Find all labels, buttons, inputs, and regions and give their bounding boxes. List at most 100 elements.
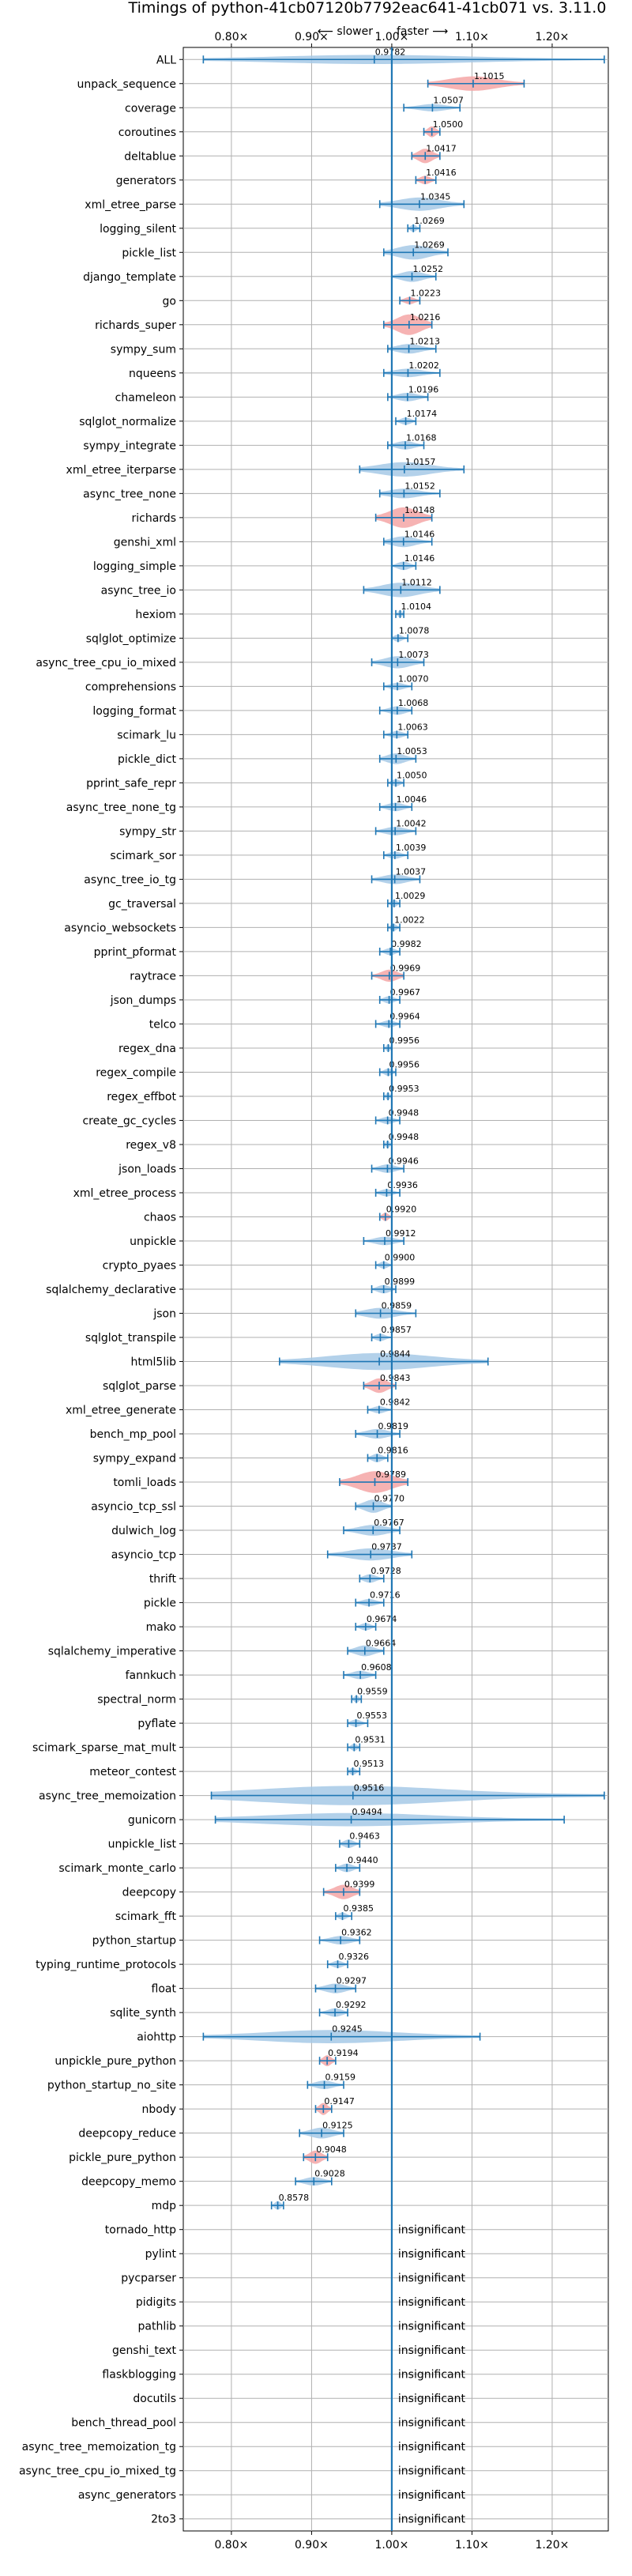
x-tick-label-top: 0.80×: [214, 31, 248, 43]
value-label: 0.9553: [357, 1710, 388, 1721]
value-label: 0.9953: [389, 1084, 419, 1094]
category-label: chaos: [144, 1211, 176, 1224]
value-label: 1.0202: [408, 360, 439, 371]
category-label: xml_etree_iterparse: [66, 464, 176, 477]
category-label: regex_dna: [118, 1043, 176, 1055]
category-label: mdp: [152, 2200, 177, 2212]
insignificant-label: insignificant: [398, 2344, 466, 2357]
category-label: tornado_http: [105, 2224, 176, 2237]
value-label: 0.9948: [389, 1107, 419, 1118]
category-label: pprint_pformat: [94, 946, 177, 959]
category-label: 2to3: [151, 2514, 176, 2526]
value-label: 1.0042: [396, 818, 427, 828]
value-label: 0.9964: [389, 1011, 420, 1021]
category-label: gunicorn: [128, 1814, 176, 1827]
value-label: 0.8578: [279, 2193, 310, 2203]
value-label: 1.0148: [404, 505, 435, 515]
category-label: json_loads: [118, 1163, 176, 1175]
value-label: 0.9767: [374, 1518, 404, 1528]
value-label: 1.0213: [410, 336, 441, 346]
plot-area: 0.80× 0.80× 0.90× 0.90× 1.00× 1.00× 1.10× 1.10×…: [19, 31, 609, 2551]
category-label: logging_format: [92, 705, 176, 718]
category-label: nqueens: [129, 368, 176, 380]
value-label: 0.9842: [380, 1397, 411, 1408]
category-label: typing_runtime_protocols: [36, 1959, 176, 1971]
value-label: 0.9326: [339, 1952, 370, 1962]
category-label: sqlglot_normalize: [79, 416, 176, 428]
value-label: 1.0039: [396, 843, 427, 853]
value-label: 0.9028: [314, 2169, 345, 2179]
category-label: pyflate: [137, 1718, 176, 1730]
category-label: pylint: [145, 2248, 177, 2261]
value-label: 0.9969: [390, 963, 420, 973]
category-label: comprehensions: [85, 681, 176, 693]
value-label: 0.9956: [389, 1059, 419, 1069]
x-tick-label-top: 0.90×: [295, 31, 329, 43]
category-label: sympy_integrate: [83, 439, 176, 452]
value-label: 1.0070: [398, 673, 428, 684]
value-label: 1.0063: [397, 722, 427, 732]
category-label: logging_silent: [100, 223, 176, 236]
category-label: pickle_list: [122, 247, 176, 259]
category-label: raytrace: [130, 970, 176, 983]
category-label: deltablue: [124, 150, 176, 163]
value-label: 1.0146: [404, 529, 434, 539]
category-label: xml_etree_generate: [66, 1405, 176, 1417]
category-label: deepcopy_reduce: [78, 2128, 176, 2140]
value-label: 0.9789: [376, 1469, 407, 1480]
category-label: async_tree_none_tg: [66, 801, 176, 814]
value-label: 1.0078: [399, 625, 430, 636]
category-label: json_dumps: [110, 994, 176, 1007]
category-label: sympy_expand: [93, 1453, 176, 1465]
value-label: 0.9531: [355, 1735, 386, 1745]
category-label: meteor_contest: [89, 1766, 176, 1778]
value-label: 0.9385: [343, 1903, 374, 1914]
value-label: 1.0022: [394, 915, 424, 925]
category-label: async_tree_cpu_io_mixed_tg: [19, 2465, 176, 2478]
category-label: unpickle_pure_python: [55, 2055, 176, 2068]
value-label: 0.9516: [354, 1783, 385, 1793]
category-label: regex_compile: [96, 1066, 176, 1079]
value-label: 0.9948: [389, 1132, 419, 1142]
category-label: go: [163, 295, 176, 307]
value-label: 0.9843: [380, 1373, 411, 1383]
chart-title: Timings of python-41cb07120b7792eac641-4…: [128, 0, 607, 17]
category-label: logging_simple: [93, 560, 176, 573]
value-label: 0.9147: [324, 2096, 355, 2106]
category-label: html5lib: [131, 1356, 177, 1369]
value-label: 1.0029: [395, 891, 425, 901]
category-label: tomli_loads: [113, 1477, 176, 1489]
category-label: telco: [149, 1018, 176, 1031]
value-label: 0.9728: [371, 1566, 401, 1576]
insignificant-label: insignificant: [398, 2248, 466, 2261]
category-label: spectral_norm: [97, 1694, 176, 1707]
category-label: pathlib: [138, 2321, 177, 2333]
value-label: 1.0073: [398, 650, 429, 660]
category-label: sqlite_synth: [110, 2007, 176, 2020]
category-label: richards_super: [95, 319, 176, 332]
value-label: 1.0345: [420, 191, 451, 202]
category-label: create_gc_cycles: [82, 1115, 176, 1127]
value-label: 0.9782: [375, 47, 406, 57]
value-label: 0.9819: [378, 1421, 409, 1431]
value-label: 0.9559: [357, 1687, 388, 1697]
value-label: 0.9513: [353, 1759, 384, 1769]
category-label: deepcopy_memo: [81, 2176, 176, 2189]
value-label: 1.0174: [407, 409, 438, 419]
insignificant-label: insignificant: [398, 2489, 466, 2502]
category-label: python_startup_no_site: [47, 2080, 176, 2092]
category-label: async_tree_none: [83, 488, 176, 500]
category-label: sympy_sum: [111, 343, 176, 356]
faster-annotation: faster ⟶: [397, 25, 448, 38]
category-label: gc_traversal: [108, 898, 176, 911]
category-label: sqlglot_transpile: [85, 1332, 176, 1345]
insignificant-label: insignificant: [398, 2369, 466, 2382]
value-label: 1.0053: [397, 746, 427, 756]
category-label: sympy_str: [119, 825, 176, 838]
value-label: 0.9297: [337, 1976, 367, 1986]
category-label: thrift: [149, 1573, 177, 1586]
category-label: scimark_monte_carlo: [58, 1862, 176, 1875]
value-label: 0.9956: [389, 1035, 419, 1046]
category-label: unpickle: [130, 1235, 176, 1248]
value-label: 1.1015: [474, 71, 505, 81]
